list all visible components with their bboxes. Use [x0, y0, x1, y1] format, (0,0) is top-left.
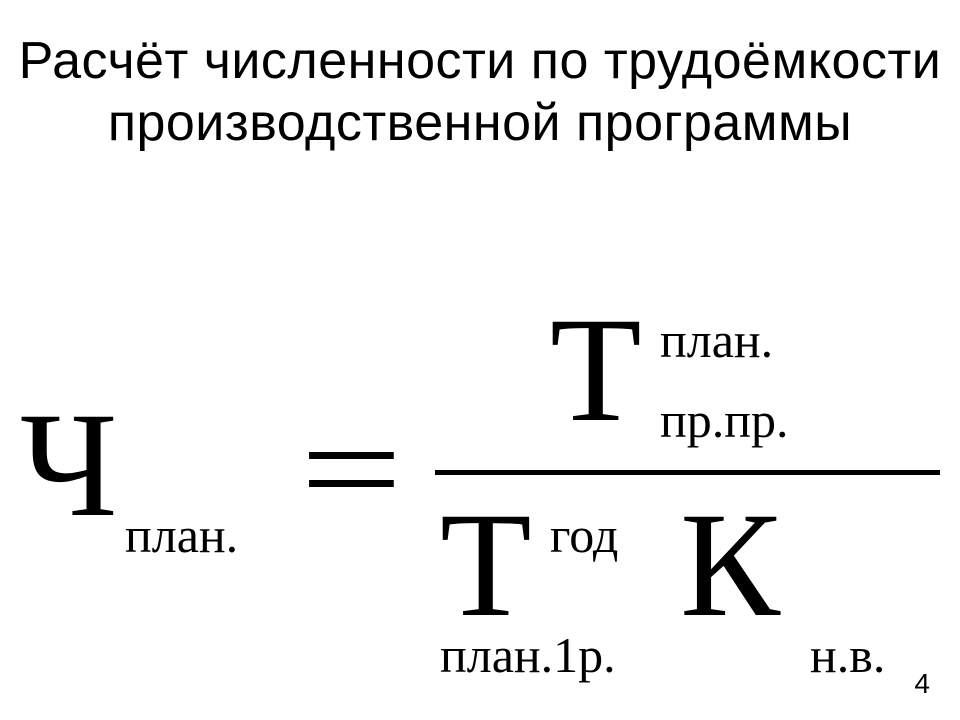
slide: Расчёт численности по трудоёмкости произ… [0, 0, 960, 720]
denominator-k-sub: н.в. [810, 630, 885, 680]
numerator-sub: пр.пр. [660, 395, 789, 445]
numerator-base: Т [550, 295, 642, 445]
denominator-t-sub: план.1р. [440, 630, 616, 680]
denominator-t-sup: год [550, 510, 618, 560]
lhs-base: Ч [20, 390, 118, 540]
page-number: 4 [914, 668, 930, 700]
equals-sign: = [300, 400, 403, 540]
numerator-sup: план. [660, 315, 773, 365]
page-title: Расчёт численности по трудоёмкости произ… [0, 30, 960, 155]
formula-block: Ч план. = Т план. пр.пр. Т год план.1р. … [20, 300, 940, 680]
lhs-sub: план. [125, 510, 238, 560]
fraction-bar [435, 470, 940, 475]
denominator-k-base: К [680, 490, 780, 640]
denominator-t-base: Т [440, 490, 532, 640]
